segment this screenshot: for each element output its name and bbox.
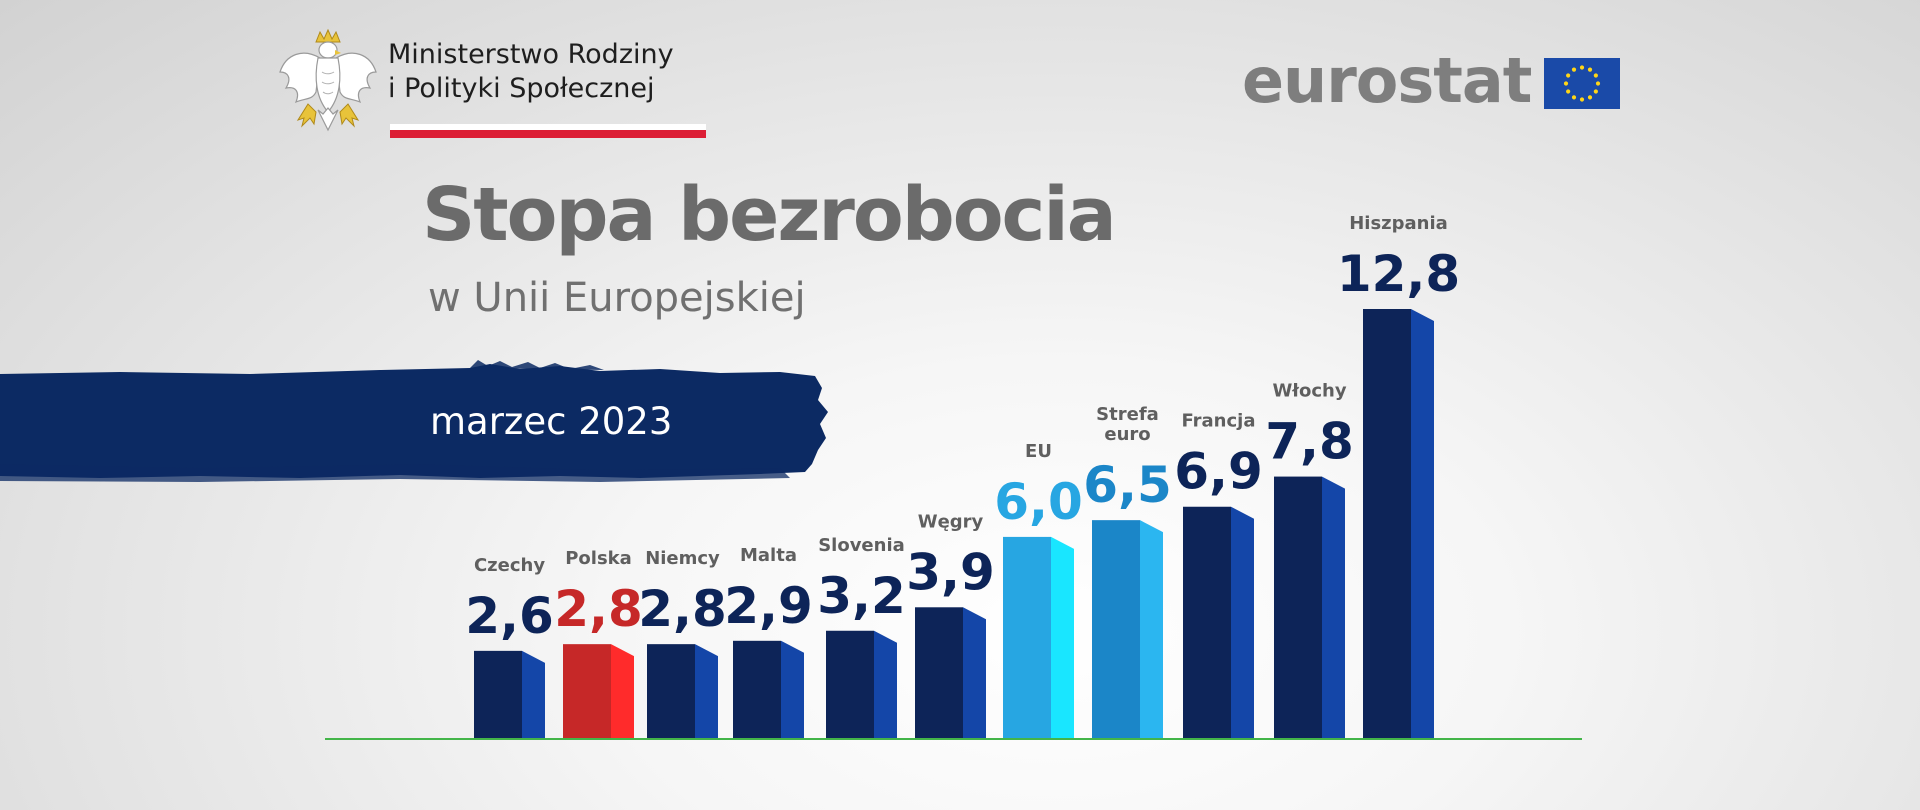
- bar-side: [963, 607, 986, 738]
- category-label: Strefa: [1096, 404, 1159, 425]
- value-label: 6,5: [1083, 456, 1172, 514]
- value-label: 2,8: [638, 580, 727, 638]
- category-label: Hiszpania: [1349, 213, 1448, 234]
- category-label: Węgry: [918, 511, 984, 532]
- bar-side: [611, 644, 634, 738]
- polish-flag-stripe: [390, 124, 706, 138]
- eu-flag-star: [1571, 95, 1577, 100]
- bar-czechy: [474, 650, 522, 738]
- white-eagle-emblem-icon: [279, 28, 377, 132]
- eu-flag-star: [1571, 67, 1577, 72]
- category-label: Francja: [1182, 411, 1256, 432]
- bar-side: [1140, 520, 1163, 738]
- bar-eu: [1003, 536, 1051, 738]
- value-label: 12,8: [1337, 245, 1460, 303]
- bar-malta: [733, 640, 781, 738]
- ministry-name: Ministerstwo Rodziny i Polityki Społeczn…: [388, 38, 674, 106]
- ministry-name-line1: Ministerstwo Rodziny: [388, 39, 674, 70]
- bar-hiszpania: [1363, 309, 1411, 738]
- category-label: Polska: [565, 548, 632, 569]
- bar-strefa-euro: [1092, 520, 1140, 738]
- chart-subtitle: w Unii Europejskiej: [428, 275, 806, 321]
- eurostat-wordmark: eurostat: [1242, 44, 1532, 117]
- category-label: Malta: [740, 545, 797, 566]
- value-label: 3,9: [906, 543, 995, 601]
- eu-flag-star: [1566, 73, 1571, 78]
- category-label: Niemcy: [645, 548, 720, 569]
- bar-side: [522, 650, 545, 738]
- eu-flag-star: [1593, 73, 1598, 78]
- bar-niemcy: [647, 644, 695, 738]
- bar-polska: [563, 644, 611, 738]
- category-label-line2: euro: [1104, 424, 1150, 445]
- bar-side: [1231, 506, 1254, 738]
- eu-flag-star: [1595, 81, 1601, 86]
- eu-flag-icon: [1544, 58, 1620, 109]
- value-label: 6,0: [994, 473, 1083, 531]
- period-label: marzec 2023: [430, 400, 673, 443]
- bar-włochy: [1274, 476, 1322, 738]
- ministry-name-line2: i Polityki Społecznej: [388, 73, 655, 104]
- category-label: EU: [1025, 441, 1052, 462]
- bar-francja: [1183, 506, 1231, 738]
- eu-flag-star: [1579, 97, 1585, 102]
- bar-side: [1322, 476, 1345, 738]
- bar-slovenia: [826, 630, 874, 738]
- category-label: Slovenia: [818, 535, 905, 556]
- eu-flag-star: [1593, 89, 1598, 94]
- bar-węgry: [915, 607, 963, 738]
- value-label: 7,8: [1265, 413, 1354, 471]
- bar-side: [1051, 536, 1074, 738]
- bar-side: [781, 640, 804, 738]
- bar-side: [695, 644, 718, 738]
- value-label: 2,9: [724, 577, 813, 635]
- eu-flag-star: [1566, 89, 1571, 94]
- category-label: Włochy: [1272, 381, 1346, 402]
- bar-side: [1411, 309, 1434, 738]
- chart-title: Stopa bezrobocia: [422, 172, 1117, 258]
- category-label: Czechy: [474, 555, 545, 576]
- value-label: 2,8: [554, 580, 643, 638]
- value-label: 3,2: [817, 567, 906, 625]
- value-label: 2,6: [465, 587, 554, 645]
- eu-flag-star: [1579, 65, 1585, 70]
- eu-flag-star: [1563, 81, 1569, 86]
- period-banner: [0, 360, 828, 482]
- eu-flag-star: [1587, 67, 1593, 72]
- value-label: 6,9: [1174, 443, 1263, 501]
- eu-flag-star: [1587, 95, 1593, 100]
- bar-side: [874, 630, 897, 738]
